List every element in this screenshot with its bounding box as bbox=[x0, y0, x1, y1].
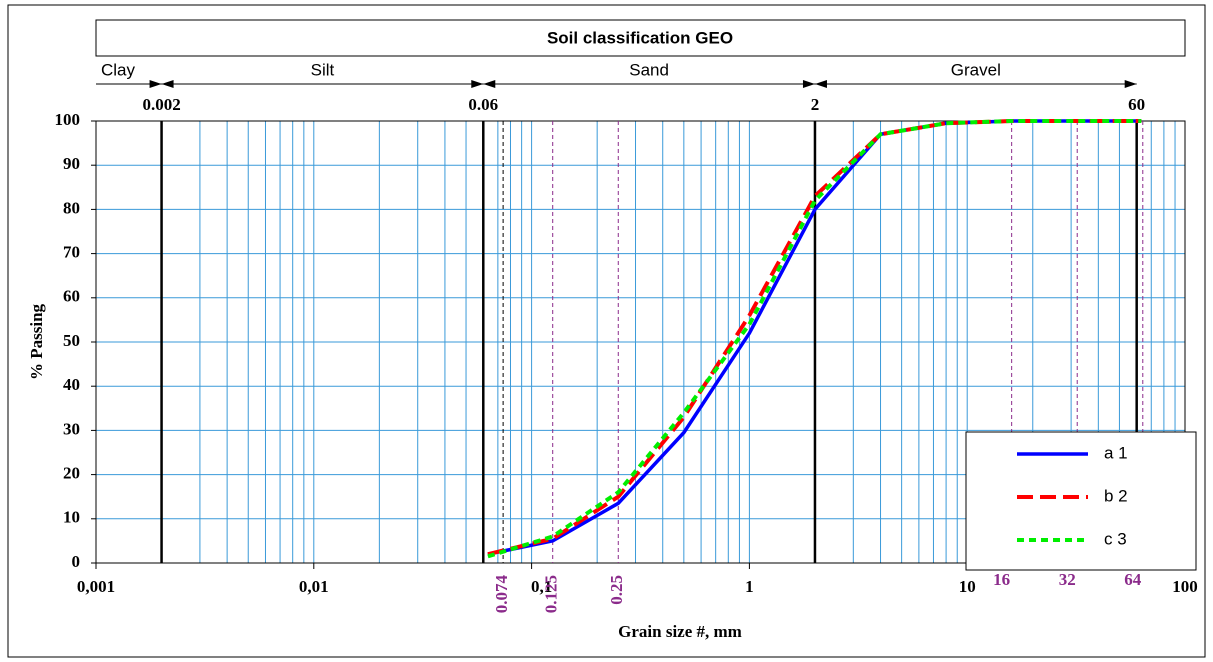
series-line bbox=[487, 119, 1142, 559]
x-tick-label: 0,1 bbox=[531, 577, 552, 596]
x-tick-label: 1 bbox=[745, 577, 754, 596]
boundary-label: 2 bbox=[811, 95, 820, 114]
title-box bbox=[95, 19, 1186, 57]
y-tick-label: 50 bbox=[63, 331, 80, 350]
legend-label: c 3 bbox=[1104, 529, 1127, 548]
legend-label: a 1 bbox=[1104, 443, 1128, 462]
boundary-label: 60 bbox=[1128, 95, 1145, 114]
x-axis-label: Grain size #, mm bbox=[618, 622, 742, 641]
sieve-label: 64 bbox=[1124, 570, 1142, 589]
zone-label: Sand bbox=[629, 60, 669, 79]
y-axis-label: % Passing bbox=[27, 303, 46, 380]
sieve-label: 0.125 bbox=[542, 575, 561, 613]
arrow-head bbox=[1124, 80, 1137, 88]
arrow-head bbox=[802, 80, 815, 88]
sieve-label: 0.25 bbox=[607, 575, 626, 605]
y-tick-label: 100 bbox=[55, 110, 81, 129]
y-tick-label: 80 bbox=[63, 198, 80, 217]
chart-title: Soil classification GEO bbox=[547, 28, 733, 47]
arrow-head bbox=[471, 80, 484, 88]
y-tick-label: 30 bbox=[63, 419, 80, 438]
boundary-label: 0.06 bbox=[468, 95, 498, 114]
zone-label: Gravel bbox=[951, 60, 1001, 79]
sieve-label: 0.074 bbox=[492, 575, 511, 614]
y-tick-label: 90 bbox=[63, 154, 80, 173]
y-tick-label: 0 bbox=[72, 552, 81, 571]
boundary-label: 0.002 bbox=[142, 95, 180, 114]
arrow-head bbox=[814, 80, 827, 88]
arrow-head bbox=[149, 80, 162, 88]
y-tick-label: 10 bbox=[63, 508, 80, 527]
y-tick-label: 60 bbox=[63, 287, 80, 306]
x-tick-label: 0,001 bbox=[77, 577, 115, 596]
zone-label: Clay bbox=[101, 60, 136, 79]
y-tick-label: 70 bbox=[63, 243, 80, 262]
x-tick-label: 10 bbox=[959, 577, 976, 596]
sieve-label: 16 bbox=[993, 570, 1010, 589]
arrow-head bbox=[483, 80, 496, 88]
sieve-label: 32 bbox=[1059, 570, 1076, 589]
legend-label: b 2 bbox=[1104, 486, 1128, 505]
plot-border bbox=[95, 120, 1186, 564]
y-tick-label: 20 bbox=[63, 464, 80, 483]
y-tick-label: 40 bbox=[63, 375, 80, 394]
x-tick-label: 100 bbox=[1172, 577, 1198, 596]
arrow-head bbox=[161, 80, 174, 88]
x-tick-label: 0,01 bbox=[299, 577, 329, 596]
zone-label: Silt bbox=[311, 60, 335, 79]
